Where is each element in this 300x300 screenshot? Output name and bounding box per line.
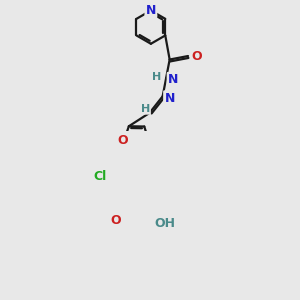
Text: Cl: Cl (93, 170, 106, 183)
Text: N: N (146, 4, 156, 17)
Text: O: O (110, 214, 121, 226)
Text: H: H (140, 103, 150, 113)
Text: OH: OH (154, 217, 175, 230)
Text: O: O (191, 50, 202, 62)
Text: N: N (168, 73, 178, 86)
Text: N: N (164, 92, 175, 104)
Text: H: H (152, 72, 161, 82)
Text: O: O (118, 134, 128, 147)
